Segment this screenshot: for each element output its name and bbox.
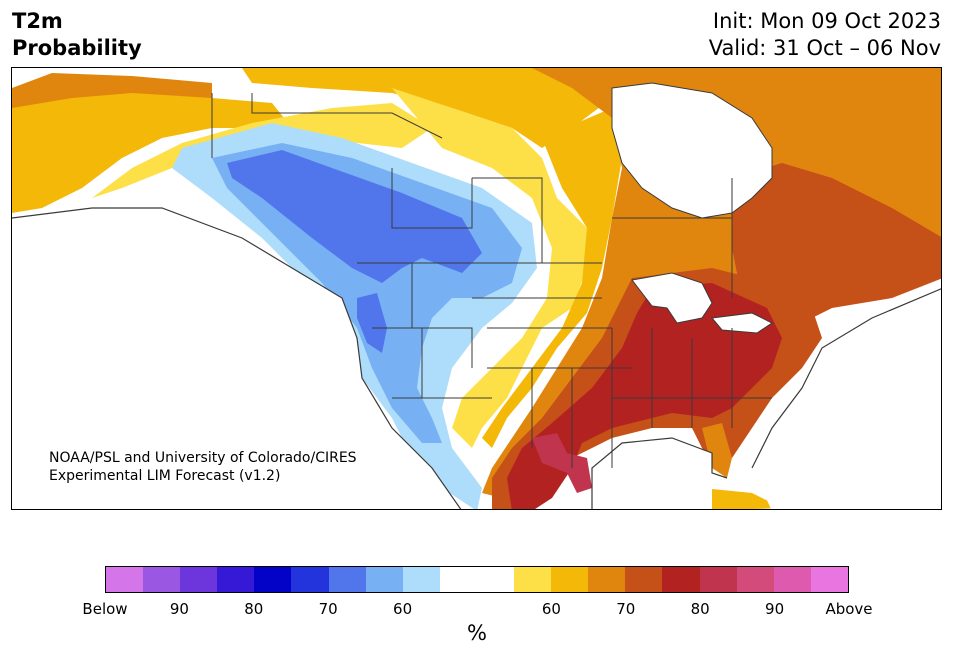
- great-lakes: [631, 272, 773, 334]
- colorbar-segment: [810, 567, 848, 592]
- southeast-red-zone: [507, 283, 782, 509]
- colorbar-segment: [254, 567, 292, 592]
- quebec-rust-zone: [732, 163, 941, 328]
- credit-line-1: NOAA/PSL and University of Colorado/CIRE…: [49, 450, 357, 466]
- colorbar-segment: [328, 567, 366, 592]
- colorbar-segment: [143, 567, 181, 592]
- probability-map: [12, 68, 941, 509]
- colorbar-segment: [291, 567, 329, 592]
- chart-title: T2m Probability: [12, 8, 142, 62]
- cuba-gold-zone: [702, 488, 782, 509]
- colorbar-tick-label: 80: [690, 600, 710, 618]
- colorbar-tick-label: Above: [825, 600, 873, 618]
- init-date: Init: Mon 09 Oct 2023: [712, 9, 941, 33]
- pacific-ocean: [12, 208, 461, 509]
- west-royalblue-zone: [227, 150, 482, 283]
- colorbar-segment: [439, 567, 477, 592]
- colorbar-segment: [476, 567, 515, 592]
- variable-label: T2m: [12, 9, 63, 33]
- political-borders: [211, 93, 772, 468]
- kind-label: Probability: [12, 36, 142, 60]
- gulf-of-mexico: [592, 438, 712, 509]
- valid-range: Valid: 31 Oct – 06 Nov: [708, 36, 941, 60]
- oregon-royalblue-zone: [357, 293, 387, 353]
- colorbar-tick-label: 60: [393, 600, 413, 618]
- colorbar-segment: [699, 567, 737, 592]
- colorbar-segment: [625, 567, 663, 592]
- coastlines: [12, 207, 941, 509]
- colorbar-unit: %: [467, 621, 487, 645]
- colorbar-segment: [217, 567, 255, 592]
- colorbar-tick-label: 80: [244, 600, 264, 618]
- arctic-gold-zone: [242, 68, 612, 148]
- colorbar-tick-label: 70: [616, 600, 636, 618]
- credit-line-2: Experimental LIM Forecast (v1.2): [49, 468, 281, 484]
- prairie-gold-zone: [482, 108, 622, 448]
- map-panel: [11, 67, 942, 510]
- colorbar-segment: [514, 567, 552, 592]
- colorbar-tick-label: Below: [82, 600, 128, 618]
- colorbar-tick-label: 70: [318, 600, 338, 618]
- florida-orange-zone: [702, 423, 732, 478]
- colorbar-segment: [588, 567, 626, 592]
- colorbar-segment: [773, 567, 811, 592]
- alaska-gold-zone: [12, 93, 292, 213]
- texas-crimson-zone: [532, 433, 592, 493]
- atlantic-ocean: [752, 288, 941, 509]
- credit-note: NOAA/PSL and University of Colorado/CIRE…: [49, 449, 357, 485]
- date-info: Init: Mon 09 Oct 2023 Valid: 31 Oct – 06…: [709, 8, 941, 62]
- colorbar-segment: [402, 567, 440, 592]
- yukon-yellow-zone: [92, 103, 432, 198]
- colorbar-segment: [365, 567, 403, 592]
- colorbar-tick-label: 90: [765, 600, 785, 618]
- colorbar: [105, 566, 849, 593]
- colorbar-segment: [736, 567, 774, 592]
- colorbar-tick-label: 60: [541, 600, 561, 618]
- colorbar-segment: [180, 567, 218, 592]
- colorbar-segment: [106, 567, 144, 592]
- colorbar-segment: [551, 567, 589, 592]
- colorbar-segment: [662, 567, 700, 592]
- colorbar-tick-label: 90: [169, 600, 189, 618]
